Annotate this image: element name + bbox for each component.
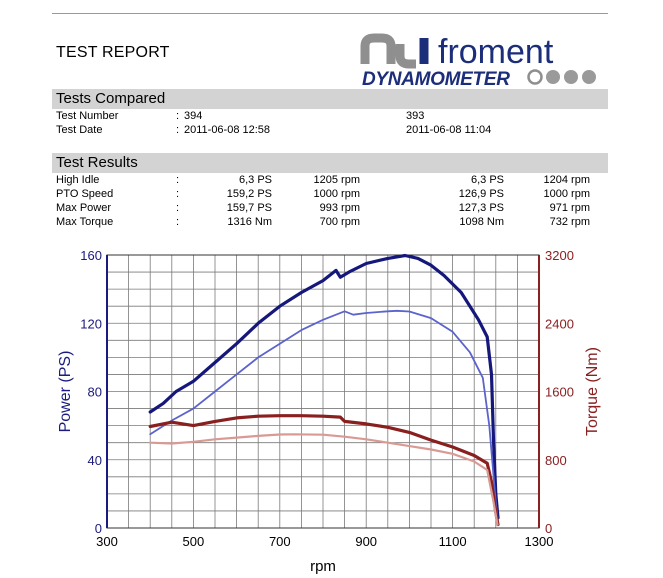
y-left-tick-label: 160 [80, 248, 102, 263]
row-label: High Idle [56, 174, 100, 186]
series-line-torque_a [148, 414, 500, 527]
row-separator: : [176, 188, 180, 200]
x-axis-title: rpm [310, 558, 336, 575]
test-a-value: 1316 Nm [227, 216, 272, 228]
logo-brand-text: froment [438, 33, 554, 71]
x-tick-label: 700 [269, 534, 291, 549]
result-row-max-torque: Max Torque : 1316 Nm 700 rpm 1098 Nm 732… [56, 216, 596, 230]
test-a-value: 159,2 PS [226, 188, 272, 200]
test-a-rpm: 1205 rpm [313, 174, 360, 186]
test-a-rpm: 1000 rpm [313, 188, 360, 200]
y-right-tick-label: 3200 [545, 248, 574, 263]
series-line-power_b [149, 309, 499, 519]
result-row-pto-speed: PTO Speed : 159,2 PS 1000 rpm 126,9 PS 1… [56, 188, 596, 202]
row-label: Max Torque [56, 216, 114, 228]
test-b-value: 6,3 PS [470, 174, 504, 186]
top-rule [52, 13, 608, 14]
row-separator: : [176, 216, 180, 228]
test-b-rpm: 1204 rpm [543, 174, 590, 186]
test-number-row: Test Number : 394 393 [56, 110, 596, 124]
test-b-value: 127,3 PS [458, 202, 504, 214]
test-a-value: 394 [184, 110, 203, 122]
row-separator: : [176, 110, 180, 122]
report-title: TEST REPORT [56, 44, 170, 61]
result-row-max-power: Max Power : 159,7 PS 993 rpm 127,3 PS 97… [56, 202, 596, 216]
y-right-axis-title: Torque (Nm) [584, 347, 601, 436]
dyno-chart: 300 500 700 900 1100 130004080120160080016002… [57, 248, 601, 575]
froment-dynamometer-logo: froment DYNAMOMETER [360, 33, 596, 88]
row-label: PTO Speed [56, 188, 114, 200]
test-b-value: 2011-06-08 11:04 [406, 124, 492, 136]
test-b-rpm: 732 rpm [549, 216, 590, 228]
row-label: Test Number [56, 110, 119, 122]
series-line-torque_b [149, 433, 499, 526]
test-a-rpm: 993 rpm [319, 202, 360, 214]
tests-compared-heading: Tests Compared [56, 90, 166, 107]
test-b-value: 1098 Nm [459, 216, 504, 228]
y-right-tick-label: 0 [545, 521, 552, 536]
y-left-tick-label: 0 [95, 521, 102, 536]
y-right-tick-label: 2400 [545, 316, 574, 331]
test-results-header: Test Results [52, 153, 608, 173]
logo-product-text: DYNAMOMETER [362, 69, 510, 88]
series-line-power_a [148, 253, 500, 520]
result-row-high-idle: High Idle : 6,3 PS 1205 rpm 6,3 PS 1204 … [56, 174, 596, 188]
x-tick-label: 900 [355, 534, 377, 549]
test-b-value: 126,9 PS [458, 188, 504, 200]
row-separator: : [176, 124, 180, 136]
test-a-value: 2011-06-08 12:58 [184, 124, 271, 136]
test-b-value: 393 [406, 110, 425, 122]
row-label: Max Power [56, 202, 112, 214]
test-date-row: Test Date : 2011-06-08 12:58 2011-06-08 … [56, 124, 596, 138]
test-b-rpm: 971 rpm [549, 202, 590, 214]
y-left-tick-label: 40 [88, 453, 102, 468]
y-right-tick-label: 800 [545, 453, 567, 468]
y-left-tick-label: 120 [80, 316, 102, 331]
x-tick-label: 1100 [439, 534, 467, 549]
tests-compared-header: Tests Compared [52, 89, 608, 109]
row-separator: : [176, 202, 180, 214]
test-a-value: 6,3 PS [238, 174, 272, 186]
y-left-tick-label: 80 [88, 385, 102, 400]
test-a-value: 159,7 PS [226, 202, 272, 214]
y-right-tick-label: 1600 [545, 385, 574, 400]
test-results-heading: Test Results [56, 154, 138, 171]
x-tick-label: 1300 [525, 534, 554, 549]
x-tick-label: 500 [183, 534, 205, 549]
test-a-rpm: 700 rpm [319, 216, 360, 228]
test-b-rpm: 1000 rpm [543, 188, 590, 200]
y-left-axis-title: Power (PS) [57, 351, 74, 433]
row-separator: : [176, 174, 180, 186]
x-tick-label: 300 [96, 534, 118, 549]
row-label: Test Date [56, 124, 103, 136]
